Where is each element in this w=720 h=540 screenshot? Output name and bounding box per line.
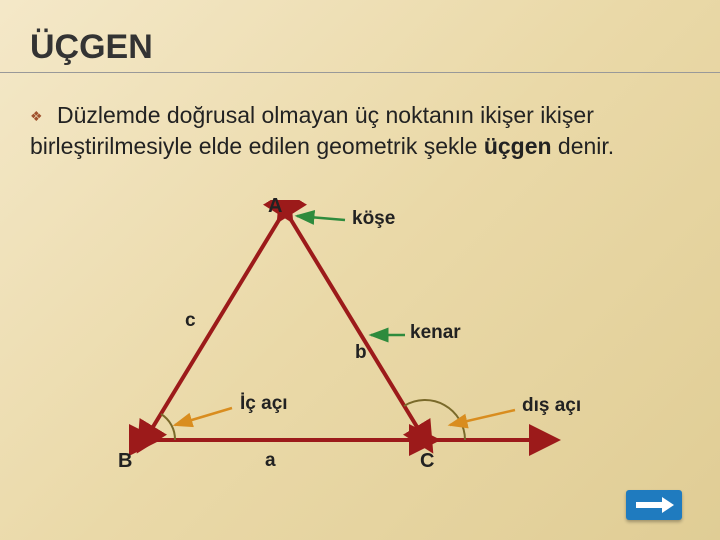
page-title: ÜÇGEN: [30, 28, 153, 67]
interior-angle-arc: [161, 414, 175, 440]
label-side-c: c: [185, 310, 196, 332]
triangle-diagram: A B C c b a köşe kenar İç açı dış açı: [90, 200, 630, 510]
label-B: B: [118, 450, 132, 473]
paragraph-post: denir.: [552, 133, 615, 159]
label-ic-aci: İç açı: [240, 393, 288, 415]
label-dis-aci: dış açı: [522, 395, 581, 417]
label-C: C: [420, 450, 434, 473]
body-text: ❖ Düzlemde doğrusal olmayan üç noktanın …: [30, 100, 690, 162]
arrow-kose: [297, 216, 345, 220]
title-underline: [0, 72, 720, 73]
label-kenar: kenar: [410, 322, 461, 344]
bullet-icon: ❖: [30, 108, 43, 124]
label-A: A: [268, 195, 282, 218]
arrow-ic-aci: [175, 408, 232, 425]
arrow-right-icon: [626, 490, 682, 520]
slide: ÜÇGEN ❖ Düzlemde doğrusal olmayan üç nok…: [0, 0, 720, 540]
label-side-a: a: [265, 450, 276, 472]
next-button[interactable]: [626, 490, 682, 520]
arrow-dis-aci: [450, 410, 515, 425]
label-kose: köşe: [352, 208, 395, 230]
label-side-b: b: [355, 342, 367, 364]
paragraph-bold: üçgen: [484, 133, 552, 159]
